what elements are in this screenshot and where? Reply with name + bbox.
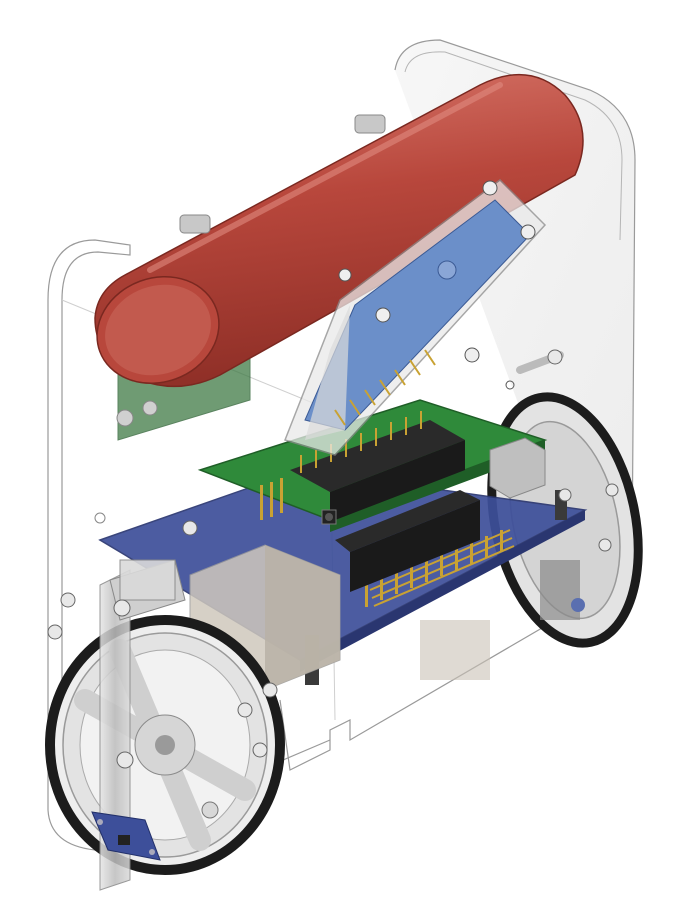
front-wheel xyxy=(45,615,285,875)
lcd-display-module xyxy=(284,179,547,456)
battery-clip-left xyxy=(179,214,211,234)
shell-screws xyxy=(94,349,619,552)
battery-pack xyxy=(94,73,584,388)
front-bracket xyxy=(47,559,278,891)
bottom-sensor-board xyxy=(91,811,161,861)
battery-clip-right xyxy=(354,114,386,134)
green-controller-pcb xyxy=(197,399,548,592)
